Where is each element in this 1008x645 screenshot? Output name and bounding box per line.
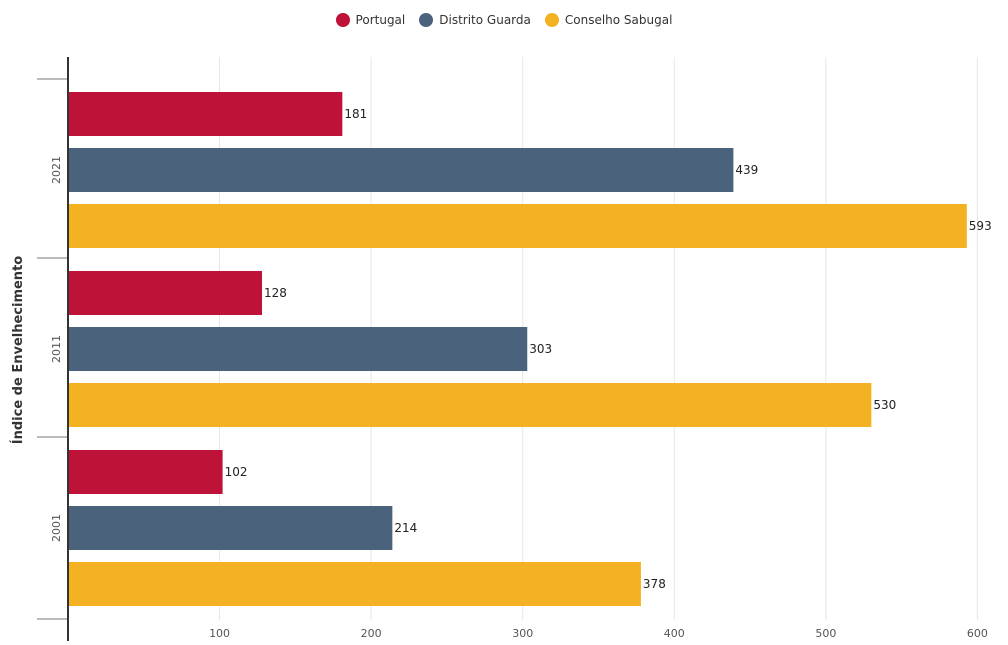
data-label: 303: [529, 342, 552, 356]
x-tick-label: 300: [512, 627, 533, 640]
legend-label: Distrito Guarda: [439, 13, 531, 27]
x-tick-label: 500: [815, 627, 836, 640]
legend-item-0[interactable]: Portugal: [335, 13, 406, 27]
data-label: 181: [344, 107, 367, 121]
legend: Portugal Distrito Guarda Conselho Sabugal: [0, 13, 1008, 27]
legend-label: Portugal: [355, 13, 406, 27]
x-tick-label: 400: [664, 627, 685, 640]
x-tick-label: 200: [361, 627, 382, 640]
legend-item-2[interactable]: Conselho Sabugal: [544, 13, 673, 27]
bar-portugal-2021: [68, 92, 343, 136]
category-label: 2001: [50, 514, 63, 542]
legend-swatch: [419, 13, 434, 27]
data-label: 214: [394, 521, 417, 535]
bar-distrito-guarda-2021: [68, 148, 734, 192]
category-label: 2021: [50, 156, 63, 184]
bar-distrito-guarda-2011: [68, 327, 528, 371]
legend-swatch: [544, 13, 559, 27]
legend-swatch: [335, 13, 350, 27]
x-tick-label: 600: [967, 627, 988, 640]
bar-conselho-sabugal-2021: [68, 204, 967, 248]
bar-conselho-sabugal-2011: [68, 383, 872, 427]
data-label: 128: [264, 286, 287, 300]
data-label: 102: [225, 465, 248, 479]
bar-portugal-2011: [68, 271, 263, 315]
x-tick-label: 100: [209, 627, 230, 640]
data-label: 378: [643, 577, 666, 591]
legend-label: Conselho Sabugal: [564, 13, 673, 27]
bar-conselho-sabugal-2001: [68, 562, 641, 606]
data-label: 593: [969, 219, 992, 233]
legend-item-1[interactable]: Distrito Guarda: [419, 13, 531, 27]
bar-portugal-2001: [68, 450, 223, 494]
y-axis-title: Índice de Envelhecimento: [10, 256, 26, 444]
data-label: 530: [873, 398, 896, 412]
data-label: 439: [735, 163, 758, 177]
bar-distrito-guarda-2001: [68, 506, 393, 550]
category-label: 2011: [50, 335, 63, 363]
